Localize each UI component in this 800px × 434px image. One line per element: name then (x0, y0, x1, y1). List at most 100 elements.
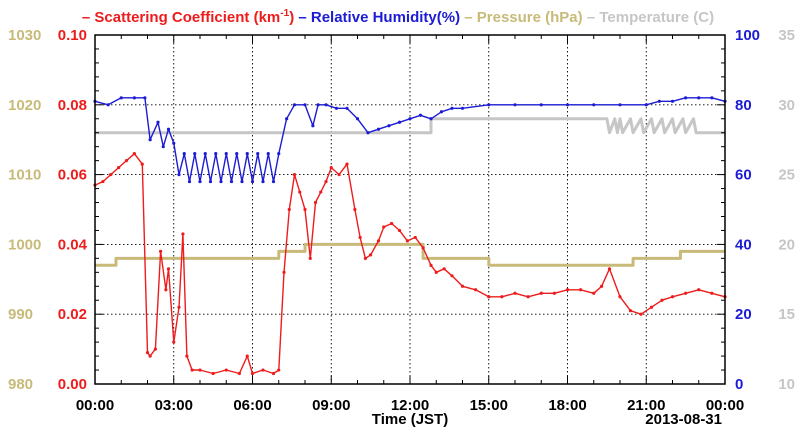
x-axis: 00:00 03:00 06:00 09:00 12:00 15:00 18:00 21:00… (76, 397, 744, 414)
scattering-coefficient-point (363, 256, 367, 260)
scattering-coefficient-point (684, 291, 688, 295)
scattering-coefficient-point (345, 162, 349, 166)
scattering-coefficient-point (159, 249, 163, 253)
scattering-coefficient-point (353, 207, 357, 212)
scattering-coefficient-point (124, 159, 129, 163)
relative-humidity-point (106, 103, 110, 107)
relative-humidity-point (513, 103, 517, 107)
scattering-coefficient-point (190, 368, 194, 372)
scattering-coefficient-point (313, 200, 318, 205)
scattering-tick-label: 0.00 (58, 376, 87, 393)
relative-humidity-point (240, 179, 244, 184)
legend-dash: – (82, 9, 95, 26)
legend-entry: Scattering Coefficient (km (94, 9, 280, 26)
scattering-coefficient-point (211, 371, 215, 376)
scattering-tick-label: 0.10 (58, 27, 87, 44)
humidity-axis: 0 20 40 60 80 100 (735, 27, 760, 393)
relative-humidity-point (166, 127, 171, 131)
relative-humidity-point (355, 117, 360, 121)
scattering-coefficient-point (513, 291, 517, 295)
temperature-tick-label: 20 (778, 236, 795, 253)
scattering-coefficient-point (298, 190, 302, 194)
tick-marks (94, 34, 726, 385)
scattering-coefficient-point (500, 295, 504, 299)
relative-humidity-point (235, 152, 239, 156)
scattering-coefficient-point (421, 246, 425, 250)
relative-humidity-point (592, 103, 596, 107)
scattering-coefficient-point (303, 207, 307, 212)
scattering-coefficient-point (132, 152, 136, 156)
relative-humidity-point (450, 106, 454, 110)
relative-humidity-line (94, 97, 726, 183)
pressure-tick-label: 1020 (8, 97, 41, 114)
relative-humidity-point (697, 96, 701, 100)
relative-humidity-point (187, 179, 192, 184)
x-tick-label: 00:00 (76, 397, 114, 414)
relative-humidity-point (245, 152, 249, 156)
scattering-coefficient-point (198, 368, 202, 372)
scattering-coefficient-point (670, 295, 675, 299)
x-tick-label: 18:00 (548, 397, 586, 414)
pressure-tick-label: 1010 (8, 167, 41, 184)
scattering-coefficient-point (117, 166, 121, 170)
scattering-coefficient-point (397, 228, 402, 233)
relative-humidity-point (303, 103, 307, 107)
relative-humidity-point (198, 179, 202, 184)
scattering-coefficient-point (181, 232, 185, 236)
scattering-coefficient-point (697, 288, 701, 292)
scattering-coefficient-point (628, 309, 633, 313)
relative-humidity-point (539, 103, 543, 107)
date-label: 2013-08-31 (645, 411, 722, 428)
scattering-axis: 0.00 0.02 0.04 0.06 0.08 0.10 (58, 27, 88, 393)
scattering-coefficient-point (277, 368, 281, 372)
relative-humidity-point (439, 110, 444, 114)
relative-humidity-point (148, 138, 152, 142)
relative-humidity-point (132, 96, 136, 100)
relative-humidity-point (657, 99, 661, 103)
scattering-coefficient-point (460, 284, 465, 288)
legend-dash: – (294, 9, 311, 26)
scattering-coefficient-point (382, 225, 386, 229)
relative-humidity-point (710, 96, 714, 100)
scattering-tick-label: 0.02 (58, 306, 87, 323)
relative-humidity-point (177, 173, 181, 177)
scattering-coefficient-point (600, 284, 604, 288)
legend-entry: Temperature (C) (599, 9, 714, 26)
relative-humidity-point (644, 103, 648, 107)
x-tick-label: 03:00 (155, 397, 193, 414)
temperature-tick-label: 35 (778, 27, 795, 44)
temperature-tick-label: 25 (778, 167, 795, 184)
scattering-coefficient-point (166, 267, 171, 271)
legend-line: – Scattering Coefficient (km-1) – Relati… (82, 8, 714, 26)
scattering-coefficient-point (101, 179, 105, 184)
scattering-coefficient-point (487, 295, 491, 299)
scattering-coefficient-point (539, 291, 543, 295)
scattering-coefficient-point (177, 305, 181, 309)
series-layer (93, 96, 727, 376)
scattering-coefficient-point (565, 288, 570, 292)
relative-humidity-point (156, 120, 160, 124)
scattering-coefficient-point (261, 368, 265, 372)
grid-lines (95, 35, 725, 384)
relative-humidity-point (193, 152, 197, 156)
relative-humidity-point (250, 179, 255, 184)
scattering-coefficient-point (237, 371, 241, 376)
legend-entry: Relative Humidity(%) (311, 9, 460, 26)
humidity-tick-label: 80 (735, 97, 752, 114)
relative-humidity-point (271, 179, 276, 184)
x-axis-title: Time (JST) (372, 411, 448, 428)
legend-dash: – (583, 9, 600, 26)
scattering-coefficient-point (450, 274, 454, 278)
x-tick-label: 15:00 (470, 397, 508, 414)
legend-dash: – (460, 9, 477, 26)
humidity-tick-label: 40 (735, 236, 752, 253)
temperature-axis: 10 15 20 25 30 35 (778, 27, 795, 393)
scattering-tick-label: 0.06 (58, 167, 87, 184)
scattering-coefficient-point (639, 312, 643, 316)
scattering-coefficient-point (250, 371, 255, 376)
scattering-coefficient-point (224, 368, 228, 372)
scattering-coefficient-point (109, 173, 113, 177)
scattering-coefficient-point (329, 166, 333, 170)
scattering-coefficient-point (308, 256, 312, 260)
pressure-tick-label: 990 (8, 306, 33, 323)
